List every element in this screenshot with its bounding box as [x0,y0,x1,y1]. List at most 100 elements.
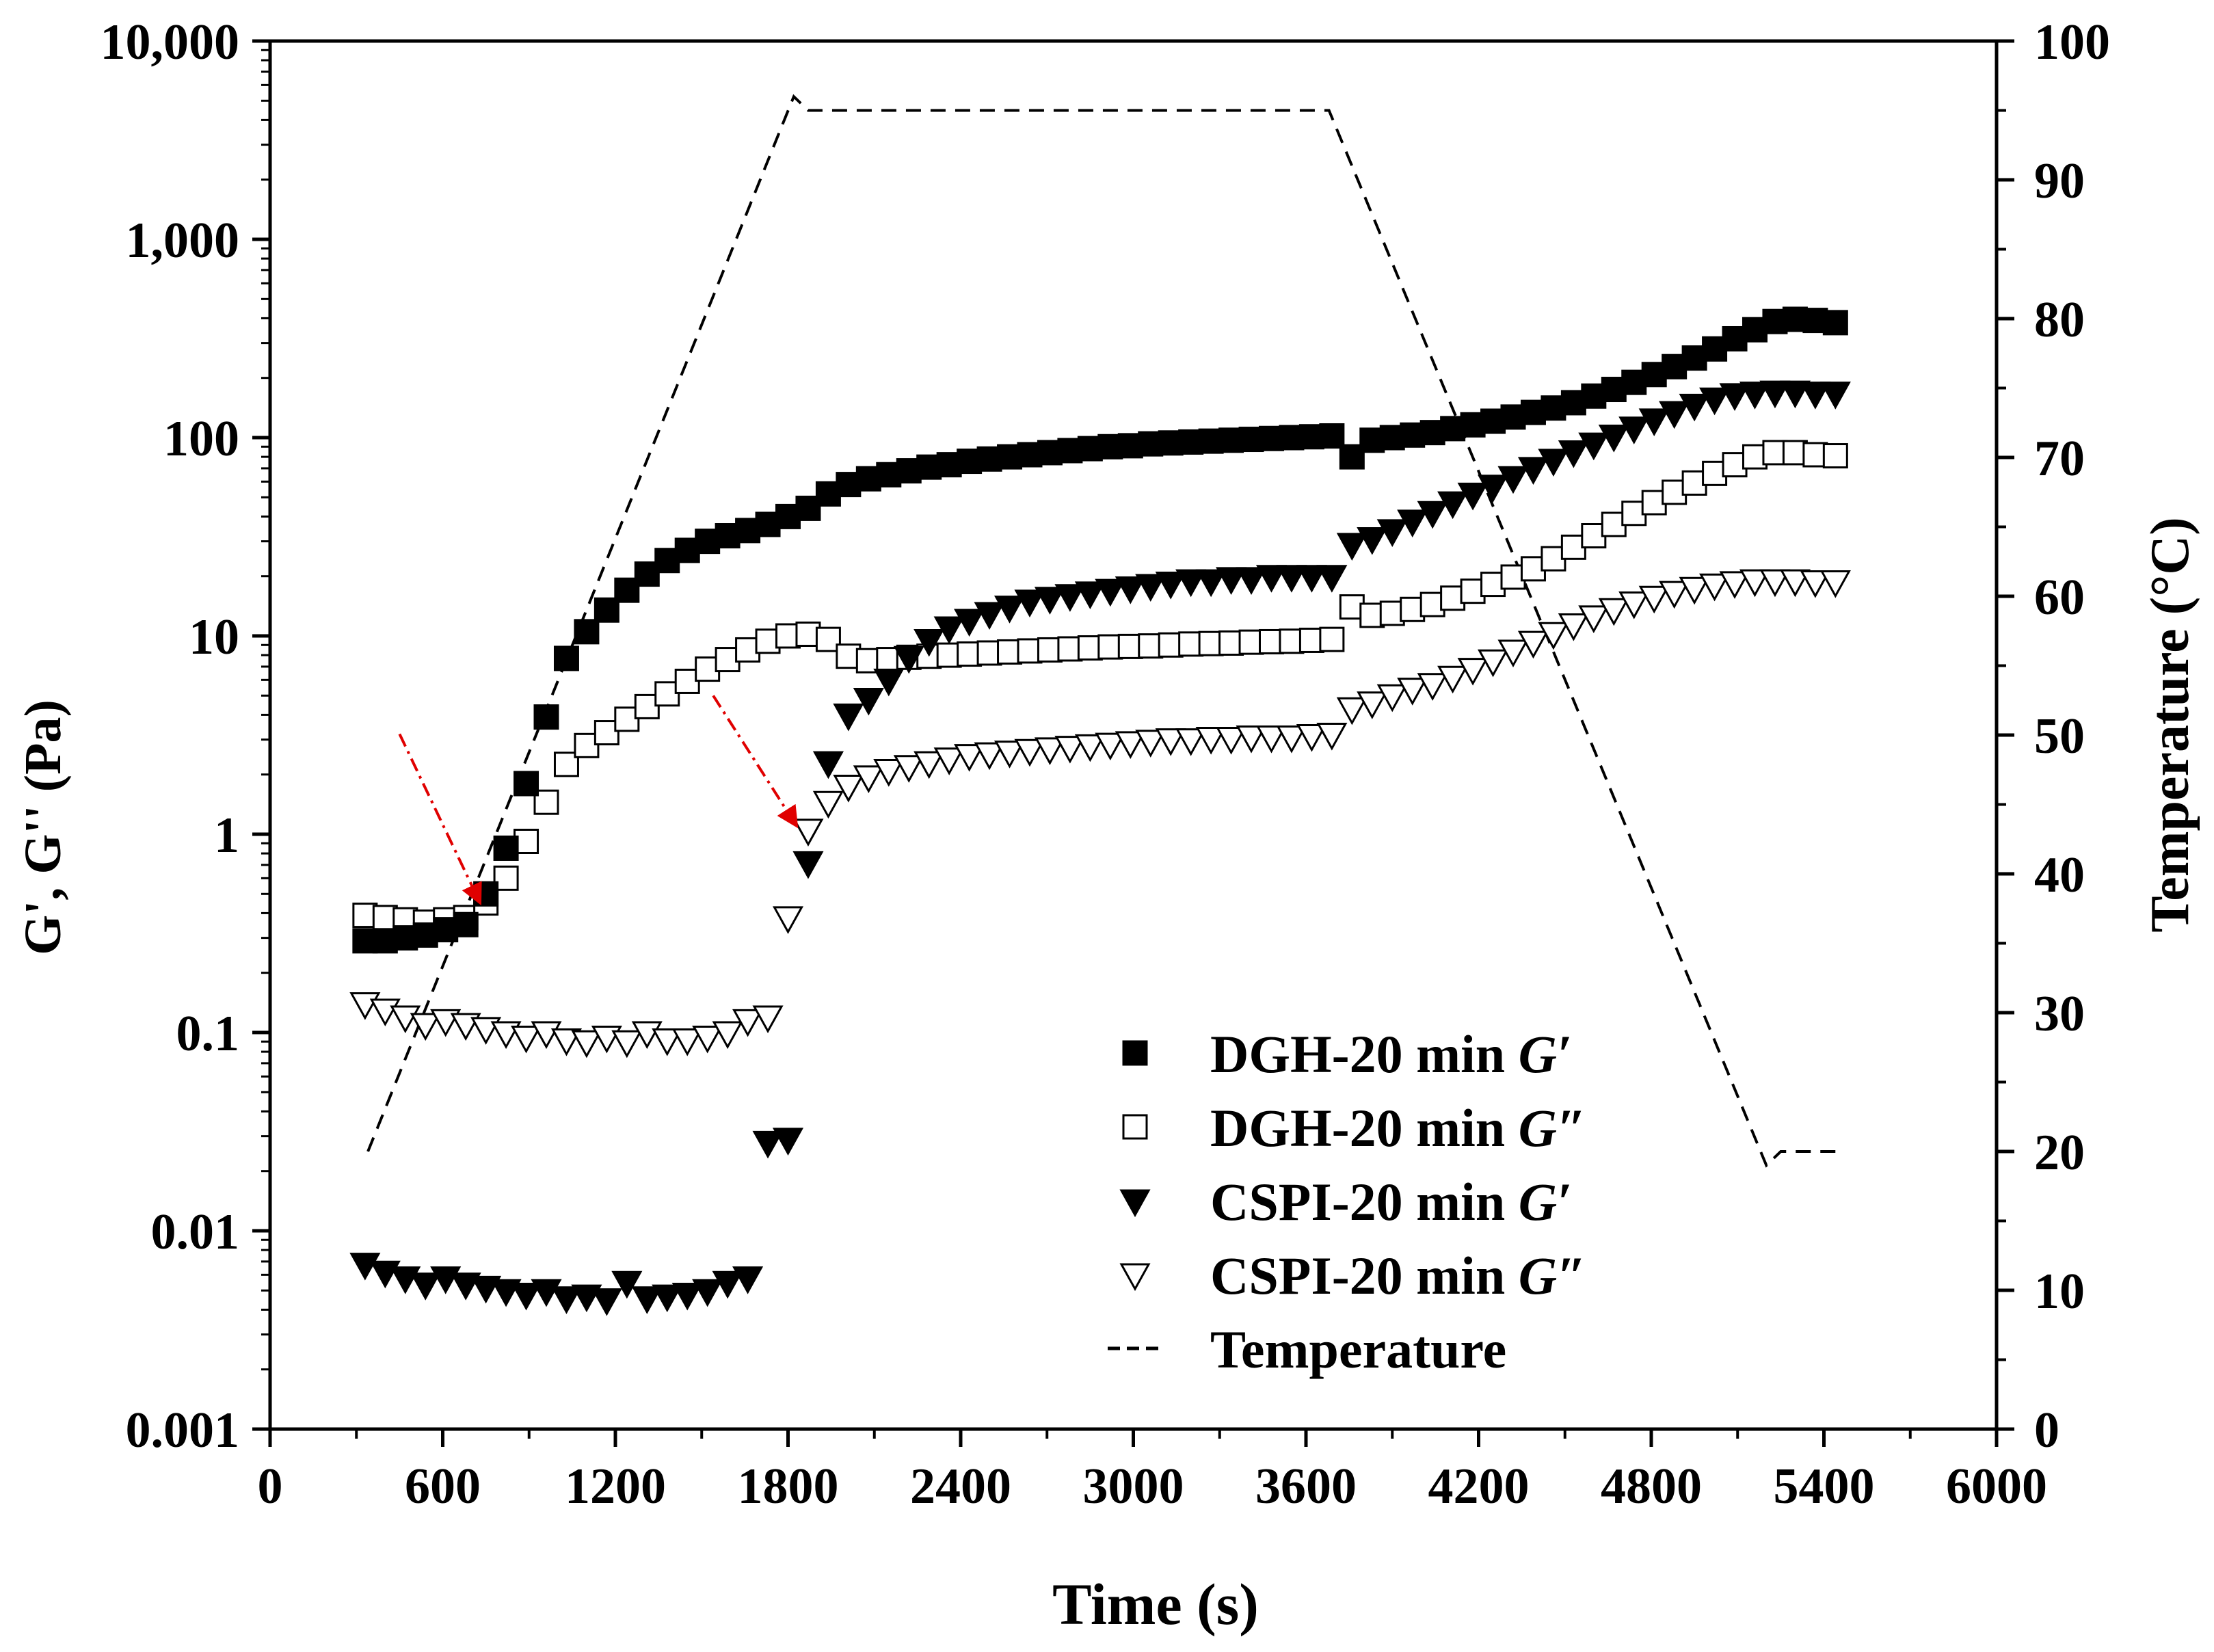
data-point [1739,569,1771,598]
data-point [1659,581,1690,609]
y2-tick-label: 60 [2034,570,2085,626]
x-tick-label: 2400 [910,1458,1011,1515]
x-axis-label: Time (s) [1052,1571,1259,1637]
data-point [1417,673,1448,701]
data-point [514,771,539,797]
data-point [1074,734,1106,762]
data-point [652,1284,683,1313]
x-tick-label: 5400 [1774,1458,1875,1515]
data-point [553,645,579,671]
data-point [1319,626,1345,652]
data-point [812,790,844,819]
data-point [692,1279,723,1307]
data-point [550,1028,583,1056]
data-point [473,881,499,907]
y-tick-label: 1,000 [126,213,240,269]
data-point [1822,310,1848,336]
x-tick-label: 4200 [1428,1458,1530,1515]
data-point [1558,613,1589,641]
data-point [913,628,945,657]
data-point [550,1286,583,1314]
data-point [1517,457,1549,485]
data-point [1357,527,1388,555]
data-point [1236,567,1267,595]
data-point [1679,393,1710,422]
y-tick-label: 0.1 [176,1006,240,1062]
data-point [671,1028,703,1056]
x-tick-label: 1800 [738,1458,839,1515]
data-point [1759,380,1791,409]
data-point [853,687,884,716]
data-point [752,1130,784,1159]
data-point [1437,665,1469,694]
data-point [1175,728,1207,756]
data-point [1155,728,1186,756]
data-point [1618,416,1650,444]
data-point [712,1270,743,1299]
data-point [1659,401,1690,429]
data-point [873,668,905,697]
data-point [993,596,1026,624]
data-point [792,818,824,847]
temperature-line [366,94,1839,1168]
legend-label: DGH-20 min G″ [1210,1098,1586,1158]
data-point [1779,380,1811,409]
data-point [913,751,945,780]
data-point [611,1030,643,1058]
data-point [1135,574,1166,602]
data-point [1135,730,1166,758]
data-point [1034,587,1066,615]
data-point [1558,440,1589,468]
data-point [1822,443,1848,469]
data-point [652,1028,683,1056]
data-point [574,732,600,758]
data-point [1014,589,1045,618]
data-point [611,1270,643,1299]
data-point [933,616,965,645]
y-tick-label: 0.001 [126,1402,240,1458]
data-point [833,703,864,732]
data-point [1800,570,1831,598]
x-tick-label: 600 [405,1458,481,1515]
data-point [1195,569,1227,598]
data-point [1638,408,1670,437]
data-point [1336,533,1368,561]
data-point [1618,591,1650,620]
data-point [450,1273,481,1301]
data-point [1255,565,1288,593]
data-point [1296,723,1327,752]
data-point [732,1009,764,1037]
y-tick-label: 1 [214,808,239,864]
data-point [631,1286,663,1314]
data-point [1276,725,1307,754]
data-point [772,1128,804,1156]
data-point [1376,684,1408,712]
data-point [1517,630,1549,659]
data-point [510,1282,542,1311]
y-axis-label: G', G'' (Pa) [14,700,72,955]
data-point [1578,432,1610,461]
y2-tick-label: 90 [2034,153,2085,209]
data-point [533,704,559,730]
legend-marker [1119,1189,1151,1218]
y-tick-label: 0.01 [151,1204,240,1260]
data-point [574,619,600,645]
data-point [1255,725,1288,754]
data-point [1115,731,1146,759]
data-point [893,645,924,674]
data-point [1457,482,1489,511]
data-point [671,1282,703,1311]
data-point [1376,519,1408,547]
data-point [349,1253,381,1281]
data-point [1578,605,1610,633]
data-point [510,1025,542,1054]
data-point [893,755,924,783]
data-point [1216,727,1247,755]
data-point [1457,658,1489,686]
y2-tick-label: 70 [2034,431,2085,487]
data-point [1699,387,1731,416]
y2-tick-label: 100 [2034,14,2110,70]
data-point [1819,382,1851,410]
